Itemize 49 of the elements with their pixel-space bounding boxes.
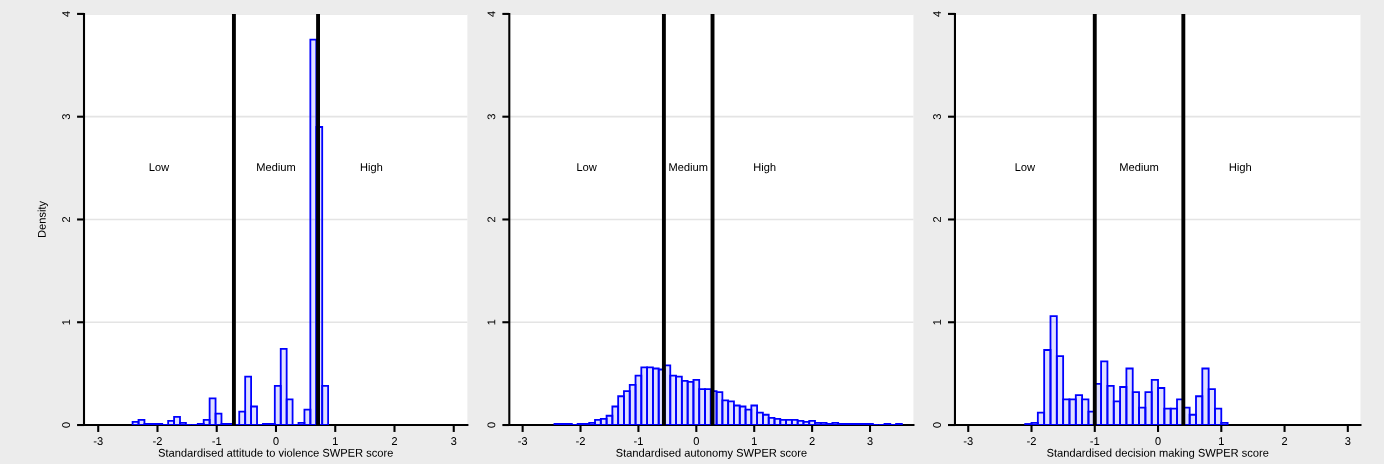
annotation: Low: [577, 163, 597, 172]
y-tick-label: 0: [487, 422, 496, 428]
annotation: Medium: [1120, 162, 1159, 172]
x-tick-label: 1: [751, 437, 757, 445]
y-axis-title: Density: [37, 200, 48, 238]
x-tick-label: 2: [809, 437, 815, 445]
x-tick-label: -3: [93, 437, 103, 445]
x-axis-title: Standardised autonomy SWPER score: [616, 448, 807, 459]
y-tick-label: 3: [62, 114, 71, 120]
x-tick-label: 0: [693, 437, 699, 445]
y-tick-label: 4: [62, 11, 70, 17]
annotation: High: [1229, 162, 1251, 174]
annotation: High: [754, 162, 776, 174]
x-tick-label: -3: [963, 437, 973, 445]
annotation: Low: [1015, 163, 1036, 172]
x-tick-label: -1: [1090, 437, 1100, 445]
x-tick-label: -3: [518, 437, 528, 445]
x-tick-label: -1: [212, 437, 222, 445]
x-tick-label: -2: [153, 437, 162, 445]
x-tick-label: 2: [1282, 437, 1288, 445]
y-tick-label: 1: [933, 319, 941, 325]
x-axis-title: Standardised decision making SWPER score: [1047, 448, 1269, 459]
y-tick-label: 1: [62, 319, 70, 325]
x-tick-label: 3: [1345, 437, 1351, 445]
y-tick-label: 4: [487, 11, 496, 17]
y-tick-label: 2: [62, 216, 70, 222]
x-tick-label: -1: [633, 437, 643, 445]
y-tick-label: 2: [933, 216, 941, 222]
annotation: High: [360, 162, 383, 174]
x-tick-label: 2: [391, 437, 398, 445]
x-tick-label: 1: [333, 437, 338, 445]
x-tick-label: -2: [576, 437, 585, 445]
x-tick-label: 3: [867, 437, 873, 445]
y-tick-label: 2: [487, 216, 496, 222]
y-tick-label: 0: [62, 422, 71, 428]
x-tick-label: -2: [1027, 437, 1036, 445]
annotation: Medium: [257, 162, 296, 172]
y-tick-label: 1: [487, 319, 496, 325]
annotation: Low: [149, 163, 170, 172]
y-tick-label: 0: [933, 422, 941, 428]
x-tick-label: 1: [1219, 437, 1224, 445]
y-tick-label: 3: [487, 114, 496, 120]
x-tick-label: 0: [273, 437, 279, 445]
x-axis-title: Standardised attitude to violence SWPER score: [158, 448, 393, 457]
y-tick-label: 4: [933, 11, 941, 17]
x-tick-label: 0: [1155, 437, 1161, 445]
y-tick-label: 3: [933, 114, 941, 120]
annotation: Medium: [669, 162, 708, 172]
x-tick-label: 3: [451, 437, 457, 445]
